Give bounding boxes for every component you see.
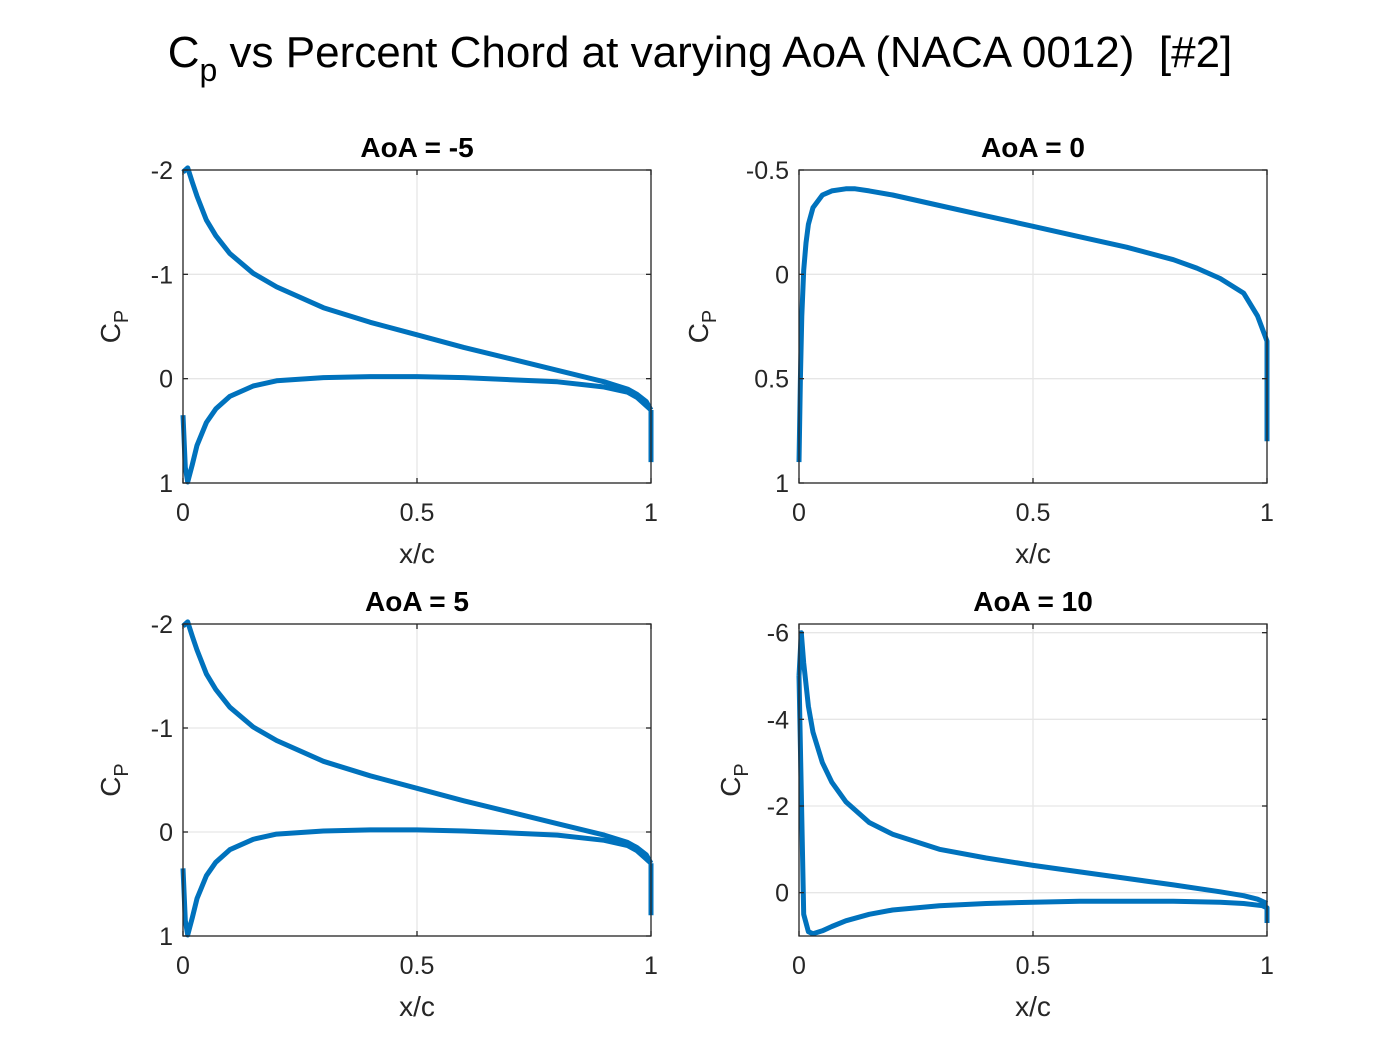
y-axis-label: CP (683, 310, 721, 344)
x-tick-label: 1 (1260, 952, 1274, 980)
y-tick-label: -4 (767, 706, 789, 734)
y-tick-label: 1 (775, 470, 789, 498)
x-axis-label: x/c (1015, 991, 1051, 1022)
series-line-1 (796, 186, 1270, 463)
y-tick-label: 0 (775, 880, 789, 908)
y-tick-label: 0.5 (754, 366, 789, 394)
x-tick-label: 1 (644, 952, 658, 980)
subplot-title: AoA = 5 (365, 586, 469, 617)
x-tick-label: 0 (792, 952, 806, 980)
x-tick-label: 0.5 (1016, 499, 1051, 527)
y-tick-label: -0.5 (746, 157, 789, 185)
y-tick-label: 0 (159, 819, 173, 847)
subplot-4: 0 0.5 1 -6 -4 -2 0 AoA = 10 x/c CP (715, 586, 1274, 1022)
y-tick-label: 1 (159, 470, 173, 498)
figure-title: Cp vs Percent Chord at varying AoA (NACA… (167, 28, 1233, 88)
series-line-2 (180, 827, 653, 938)
x-tick-label: 1 (644, 499, 658, 527)
y-tick-label: -2 (767, 793, 789, 821)
subplot-title: AoA = 0 (981, 132, 1085, 163)
series-line-2 (796, 675, 1270, 937)
x-tick-label: 0 (792, 499, 806, 527)
x-axis-label: x/c (1015, 538, 1051, 569)
y-tick-label: 1 (159, 923, 173, 951)
subplot-title: AoA = -5 (360, 132, 473, 163)
series-line-1 (181, 165, 654, 412)
y-axis-label: CP (95, 763, 133, 797)
y-tick-label: -1 (151, 715, 173, 743)
subplot-title: AoA = 10 (973, 586, 1093, 617)
y-tick-label: -6 (767, 620, 789, 648)
x-tick-label: 0 (176, 499, 190, 527)
y-tick-label: 0 (159, 366, 173, 394)
x-tick-label: 0.5 (400, 499, 435, 527)
y-tick-label: -2 (151, 611, 173, 639)
series-line-1 (796, 630, 1269, 906)
y-axis-label: CP (715, 763, 753, 797)
y-tick-label: -1 (151, 261, 173, 289)
subplot-2: 0 0.5 1 -0.5 0 0.5 1 AoA = 0 x/c CP (683, 132, 1274, 569)
series-line-1 (181, 619, 654, 865)
y-tick-label: -2 (151, 157, 173, 185)
x-tick-label: 0.5 (400, 952, 435, 980)
x-tick-label: 0 (176, 952, 190, 980)
x-axis-label: x/c (399, 538, 435, 569)
y-tick-label: 0 (775, 261, 789, 289)
x-tick-label: 0.5 (1016, 952, 1051, 980)
y-axis-label: CP (95, 310, 133, 344)
x-tick-label: 1 (1260, 499, 1274, 527)
series-line-2 (180, 374, 653, 485)
x-axis-label: x/c (399, 991, 435, 1022)
